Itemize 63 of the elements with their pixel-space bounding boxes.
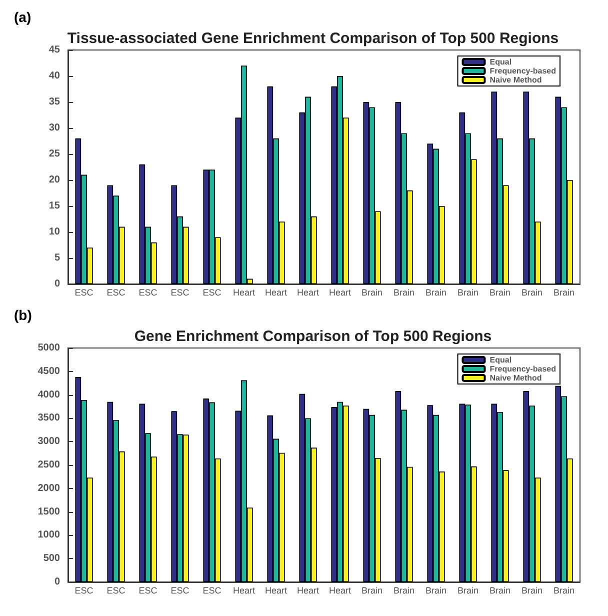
x-tick-label: Heart (232, 586, 256, 596)
x-tick-label: ESC (106, 586, 126, 596)
x-tick-label: ESC (138, 586, 158, 596)
x-tick-label: Brain (425, 288, 447, 298)
text: (b) (14, 307, 32, 323)
x-tick-label: Heart (328, 586, 352, 596)
x-tick-label: ESC (74, 586, 94, 596)
x-tick-label: Brain (553, 288, 575, 298)
y-tick-label: 5000 (38, 342, 60, 354)
chart-title: Gene Enrichment Comparison of Top 500 Regions (134, 328, 492, 345)
x-tick-label: ESC (138, 288, 158, 298)
y-tick-label: 30 (48, 122, 60, 134)
x-tick-label: Brain (393, 288, 415, 298)
y-tick-label: 1500 (38, 506, 60, 518)
y-tick-label: 3500 (38, 412, 60, 424)
y-tick-label: 4500 (38, 366, 60, 377)
x-tick-label: Heart (232, 288, 256, 298)
x-tick-label: Heart (296, 288, 320, 298)
x-tick-label: ESC (202, 586, 222, 596)
text: (a) (14, 9, 32, 25)
y-tick-label: 25 (48, 148, 60, 160)
y-tick-label: 1000 (38, 530, 60, 541)
legend-label: Naive Method (490, 374, 542, 382)
x-tick-label: Brain (393, 586, 415, 596)
x-tick-label: ESC (170, 288, 190, 298)
y-tick-label: 2500 (38, 460, 60, 470)
x-tick-label: Brain (553, 586, 575, 596)
x-tick-label: ESC (74, 288, 94, 298)
x-tick-label: Brain (361, 586, 383, 596)
x-tick-label: Brain (425, 586, 447, 596)
legend-label: Frequency-based (490, 364, 556, 374)
y-tick-label: 45 (48, 44, 60, 56)
x-tick-label: Brain (361, 288, 383, 298)
y-tick-label: 20 (48, 174, 60, 186)
x-tick-label: Brain (457, 586, 479, 596)
y-tick-label: 40 (48, 70, 60, 82)
legend-label: Equal (490, 58, 512, 66)
y-tick-label: 4000 (38, 389, 60, 400)
x-tick-label: Heart (328, 288, 352, 298)
y-tick-label: 5 (54, 252, 60, 264)
x-tick-label: ESC (202, 288, 222, 298)
x-tick-label: ESC (170, 586, 190, 596)
x-tick-label: Brain (521, 288, 543, 298)
y-tick-label: 15 (48, 200, 60, 212)
y-tick-label: 0 (54, 576, 60, 588)
y-tick-label: 3000 (38, 436, 60, 448)
x-tick-label: Heart (264, 586, 288, 596)
y-tick-label: 500 (43, 553, 60, 564)
x-tick-label: Heart (296, 586, 320, 596)
x-tick-label: Brain (489, 288, 511, 298)
legend-label: Frequency-based (490, 66, 556, 76)
x-tick-label: ESC (106, 288, 126, 298)
y-tick-label: 0 (54, 278, 60, 290)
y-tick-label: 2000 (38, 482, 60, 494)
legend-label: Naive Method (490, 76, 542, 84)
y-tick-label: 10 (48, 226, 60, 238)
x-tick-label: Brain (489, 586, 511, 596)
y-tick-label: 35 (48, 96, 60, 108)
x-tick-label: Brain (457, 288, 479, 298)
chart-title: Tissue-associated Gene Enrichment Comparison of Top 500 Regions (67, 30, 559, 47)
x-tick-label: Brain (521, 586, 543, 596)
legend-label: Equal (490, 356, 512, 364)
x-tick-label: Heart (264, 288, 288, 298)
